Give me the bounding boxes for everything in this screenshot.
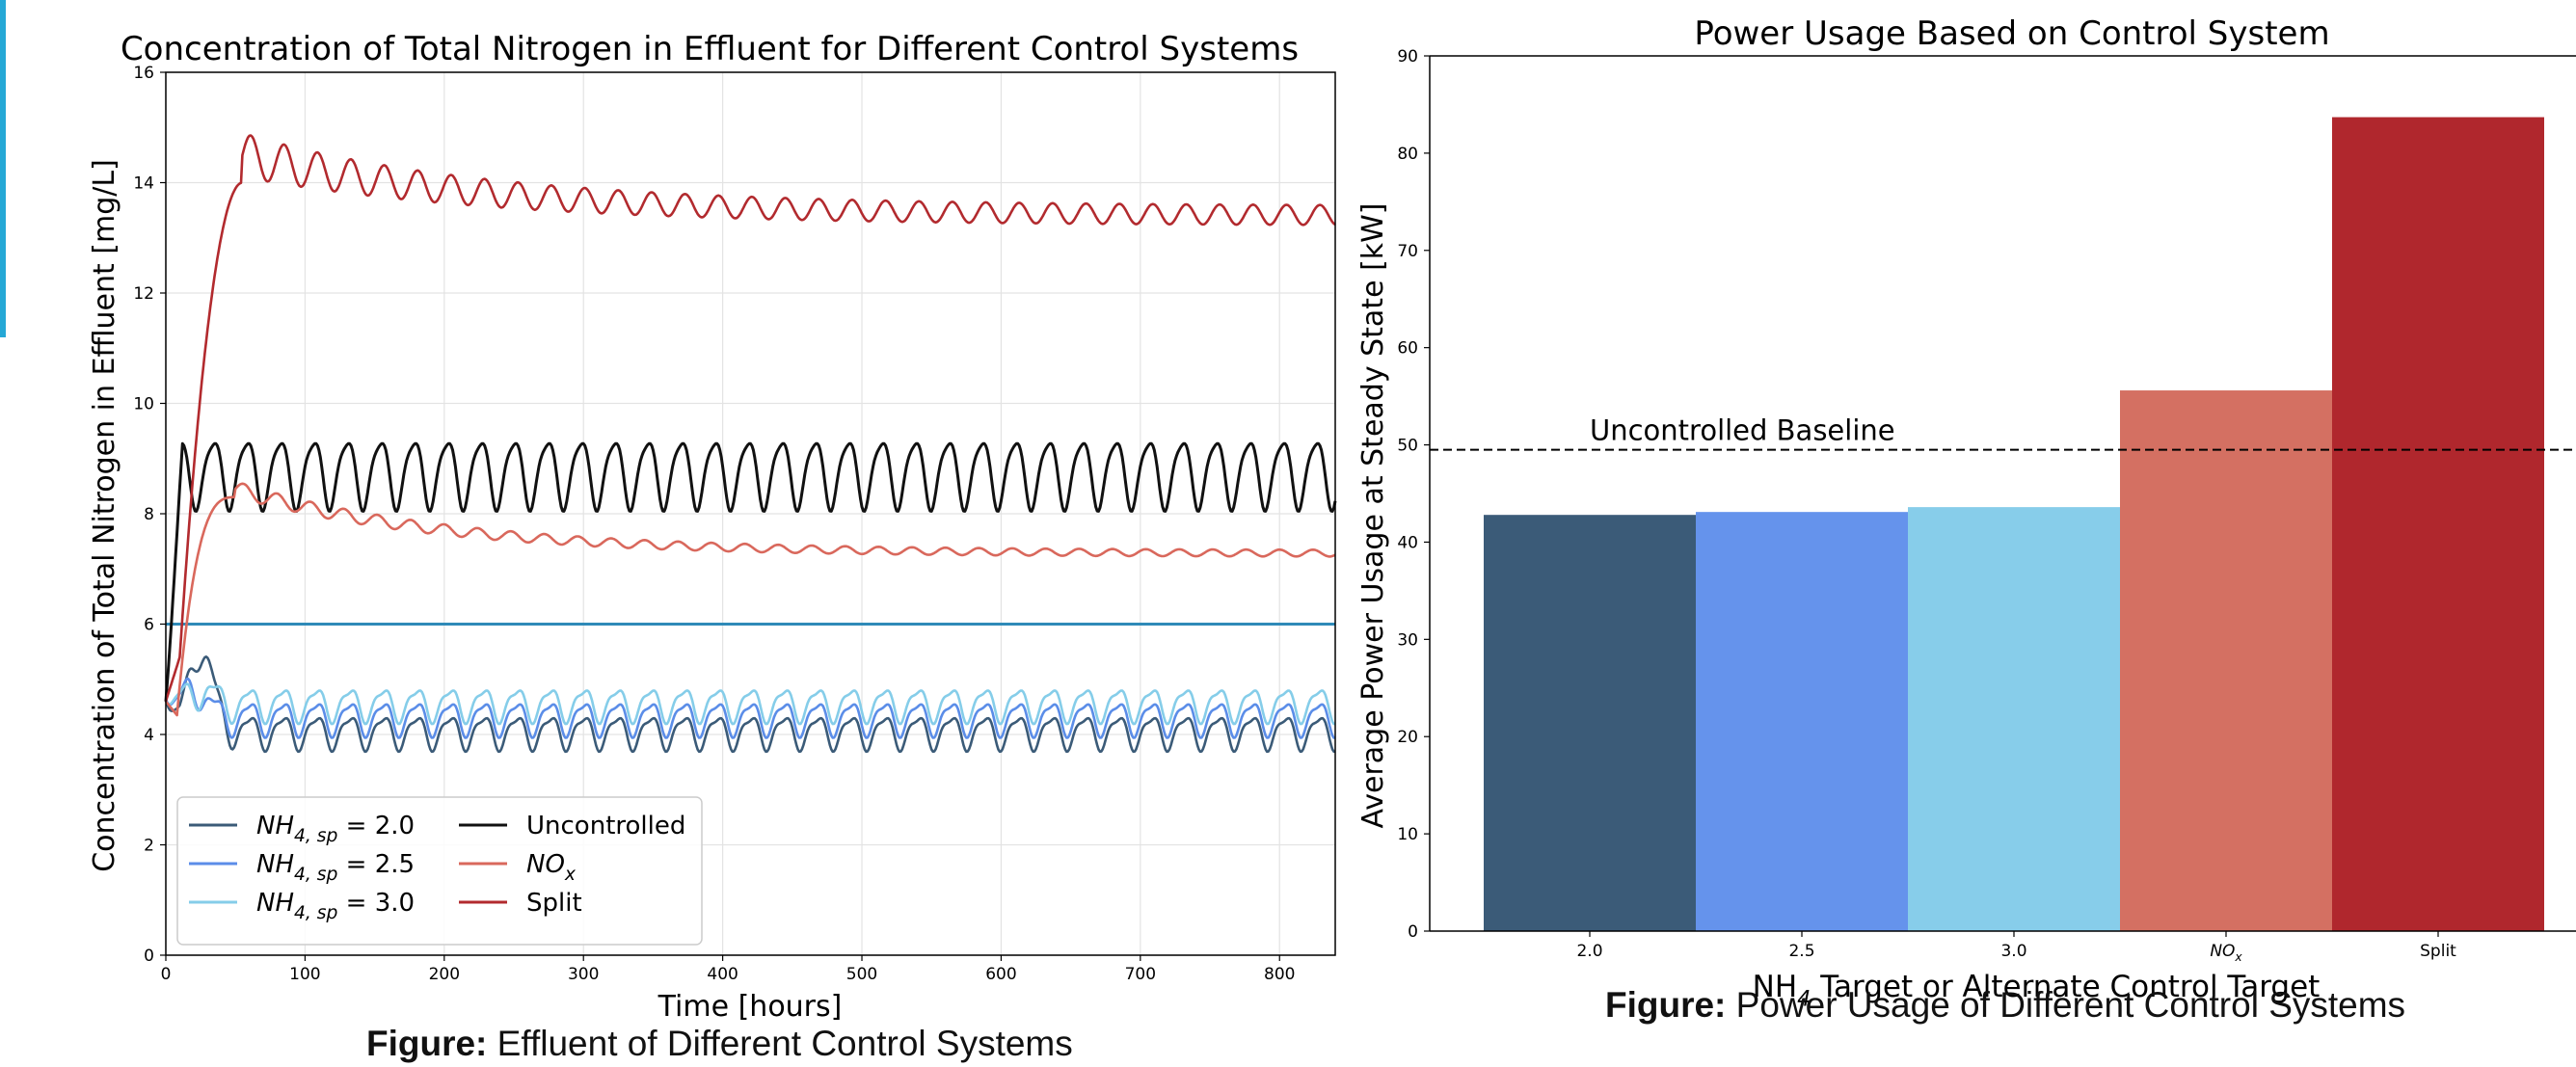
axis-ticks: 0 100 200 300 400 500 600 700 800 0 2 4 6 8 10 12 14 16 [133, 64, 1295, 984]
x-tick-label: 100 [289, 965, 320, 984]
label-base: 2.5 [1788, 942, 1814, 961]
x-tick-label: 300 [568, 965, 599, 984]
caption-text: Power Usage of Different Control Systems [1735, 985, 2406, 1025]
y-tick-label: 0 [144, 947, 154, 966]
x-tick-label: 3.0 [2000, 942, 2026, 961]
series-line-split [164, 134, 1336, 703]
y-tick-label: 0 [1408, 922, 1418, 942]
y-tick-label: 30 [1397, 630, 1418, 650]
y-tick-label: 80 [1397, 145, 1418, 164]
baseline-label: Uncontrolled Baseline [1590, 414, 1895, 447]
bar-2.0 [1484, 515, 1696, 931]
y-tick-label: 16 [133, 64, 154, 83]
label-base: NH [256, 812, 294, 840]
chart-title: Power Usage Based on Control System [1694, 14, 2329, 53]
x-tick-label: 200 [429, 965, 460, 984]
label-base: NH [256, 889, 294, 918]
y-tick-label: 10 [1397, 825, 1418, 844]
x-tick-label: 600 [985, 965, 1016, 984]
y-tick-label: 20 [1397, 728, 1418, 747]
series-group [164, 134, 1337, 754]
series-line-nh4_20 [164, 655, 1336, 754]
label-base: NH [256, 850, 294, 879]
x-tick-label: 700 [1125, 965, 1156, 984]
label-subscript: 4, sp [294, 865, 338, 885]
y-tick-label: 4 [144, 726, 154, 745]
label-rest: = 3.0 [337, 889, 415, 918]
series-line-uncontrolled [164, 441, 1337, 702]
chart-title: Concentration of Total Nitrogen in Efflu… [121, 30, 1299, 68]
accent-bar [0, 0, 6, 337]
bar-Split [2332, 117, 2544, 931]
y-tick-label: 12 [133, 284, 154, 304]
x-tick-label: 2.5 [1788, 942, 1814, 961]
label-base: NO [526, 850, 565, 879]
label-rest: = 2.5 [337, 850, 415, 879]
bar-3.0 [1908, 507, 2120, 931]
series-line-nh4_30 [164, 682, 1336, 726]
legend-label: NH4, sp = 2.5 [256, 850, 415, 885]
y-tick-label: 10 [133, 395, 154, 414]
legend-label: Split [526, 889, 582, 918]
label-base: 2.0 [1576, 942, 1602, 961]
figure-caption-left: Figure: Effluent of Different Control Sy… [366, 1024, 1073, 1064]
label-subscript: x [564, 865, 577, 885]
x-tick-label: 2.0 [1576, 942, 1602, 961]
x-tick-label: 800 [1264, 965, 1295, 984]
legend-label: NOx [526, 850, 577, 885]
legend-box [176, 796, 703, 946]
x-tick-label: Split [2420, 942, 2456, 961]
figure-caption-right: Figure: Power Usage of Different Control… [1605, 985, 2405, 1026]
legend-label: NH4, sp = 3.0 [256, 889, 415, 923]
label-rest: = 2.0 [337, 812, 415, 840]
y-tick-label: 50 [1397, 437, 1418, 456]
y-tick-label: 40 [1397, 533, 1418, 552]
bar-NOx [2120, 390, 2332, 932]
label-subscript: 4, sp [294, 903, 338, 923]
caption-prefix: Figure: [1605, 985, 1727, 1025]
label-base: Split [2420, 942, 2456, 961]
legend-label: Uncontrolled [526, 812, 685, 840]
label-subscript: 4, sp [294, 826, 338, 846]
bars-group [1484, 117, 2544, 932]
y-tick-label: 14 [133, 174, 154, 194]
y-axis-label: Concentration of Total Nitrogen in Efflu… [88, 159, 121, 872]
y-tick-label: 2 [144, 837, 154, 856]
label-subscript: x [2234, 950, 2242, 964]
x-axis-label: Time [hours] [657, 990, 843, 1022]
label-base: Split [526, 889, 582, 918]
y-tick-label: 8 [144, 505, 154, 524]
x-tick-label: 0 [161, 965, 172, 984]
axis-ticks: 0 10 20 30 40 50 60 70 80 90 2.0 2.5 3.0 NOx Split [1397, 47, 2576, 964]
bar-2.5 [1696, 512, 1908, 931]
label-base: NO [2210, 942, 2235, 961]
x-tick-label: 400 [707, 965, 738, 984]
y-tick-label: 90 [1397, 47, 1418, 67]
effluent-line-chart: 0 100 200 300 400 500 600 700 800 0 2 4 6 8 10 12 14 16 C… [88, 30, 1337, 1022]
label-base: 3.0 [2000, 942, 2026, 961]
caption-prefix: Figure: [366, 1024, 488, 1063]
y-tick-label: 70 [1397, 242, 1418, 261]
x-tick-label: NOx [2210, 942, 2242, 964]
label-base: Uncontrolled [526, 812, 685, 840]
series-line-nh4_25 [164, 677, 1336, 739]
legend-label: NH4, sp = 2.0 [256, 812, 415, 846]
x-tick-label: 500 [846, 965, 877, 984]
y-tick-label: 60 [1397, 339, 1418, 359]
baseline-group: Uncontrolled Baseline [1430, 414, 2576, 451]
y-tick-label: 6 [144, 616, 154, 635]
series-line-nox [164, 482, 1336, 717]
caption-text: Effluent of Different Control Systems [496, 1024, 1073, 1063]
